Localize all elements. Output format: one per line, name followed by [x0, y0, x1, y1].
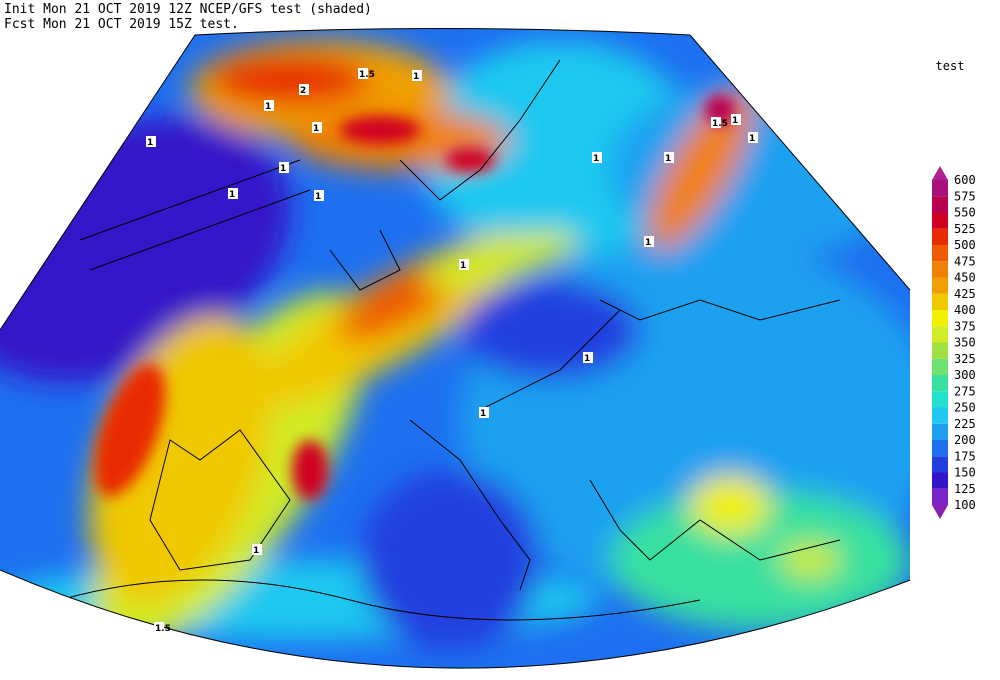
colorbar-label: 450 — [954, 271, 976, 285]
colorbar: 100 125 150 175 200 225 250 275 300 325 350 375 400 4… — [932, 166, 976, 519]
colorbar-swatch — [932, 375, 948, 392]
colorbar-swatch — [932, 391, 948, 408]
colorbar-label: 550 — [954, 206, 976, 220]
contour-label-bg — [592, 152, 602, 163]
colorbar-swatch — [932, 228, 948, 245]
contour-label: 1 — [315, 192, 321, 202]
contour-label-bg — [748, 132, 758, 143]
colorbar-label: 575 — [954, 189, 976, 203]
colorbar-label: 325 — [954, 352, 976, 366]
colorbar-swatch — [932, 488, 948, 505]
contour-label-bg — [299, 84, 309, 95]
colorbar-swatch — [932, 342, 948, 359]
contour-label-bg — [644, 236, 654, 247]
colorbar-swatch — [932, 472, 948, 489]
contour-label: 1 — [749, 134, 755, 144]
contour-label: 1 — [732, 116, 738, 126]
colorbar-over — [932, 166, 948, 180]
contour-label: 1 — [460, 261, 466, 271]
colorbar-swatch — [932, 180, 948, 197]
shaded-field — [0, 28, 910, 669]
colorbar-label: 400 — [954, 303, 976, 317]
colorbar-label: 125 — [954, 482, 976, 496]
contour-label: 1.5 — [155, 624, 171, 634]
contour-label-bg — [279, 162, 289, 173]
colorbar-label: 200 — [954, 433, 976, 447]
colorbar-swatch — [932, 196, 948, 213]
contour-label: 1 — [147, 138, 153, 148]
colorbar-swatch — [932, 440, 948, 457]
colorbar-swatch — [932, 456, 948, 473]
contour-label: 1 — [593, 154, 599, 164]
colorbar-label: 225 — [954, 417, 976, 431]
contour-label-bg — [583, 352, 593, 363]
contour-label-bg — [154, 622, 164, 633]
colorbar-label: 350 — [954, 336, 976, 350]
contour-label: 1 — [313, 124, 319, 134]
colorbar-under — [932, 505, 948, 519]
contour-label-bg — [146, 136, 156, 147]
contour-label: 1 — [665, 154, 671, 164]
colorbar-swatch — [932, 407, 948, 424]
colorbar-label: 475 — [954, 254, 976, 268]
contour-label: 1 — [480, 409, 486, 419]
contour-label-bg — [731, 114, 741, 125]
colorbar-label: 500 — [954, 238, 976, 252]
colorbar-swatch — [932, 293, 948, 310]
colorbar-swatch — [932, 358, 948, 375]
contour-label-bg — [479, 407, 489, 418]
colorbar-swatch — [932, 326, 948, 343]
colorbar-label: 600 — [954, 173, 976, 187]
colorbar-swatch — [932, 423, 948, 440]
colorbar-label: 175 — [954, 449, 976, 463]
contour-label-bg — [459, 259, 469, 270]
contour-label-bg — [314, 190, 324, 201]
contour-label-bg — [358, 68, 368, 79]
contour-label: 1 — [413, 72, 419, 82]
contour-labels: 2 1.5 1 1 1 1 1 1.5 1 1 1 1 1 1 1 1 1 1 1 1.5 — [146, 68, 758, 634]
contour-label-bg — [664, 152, 674, 163]
colorbar-label: 425 — [954, 287, 976, 301]
contour-label: 2 — [300, 86, 306, 96]
contour-label-bg — [412, 70, 422, 81]
contour-label: 1 — [584, 354, 590, 364]
contour-label: 1 — [280, 164, 286, 174]
header-line: Init Mon 21 OCT 2019 12Z NCEP/GFS test (… — [4, 2, 372, 17]
contour-label: 1 — [265, 102, 271, 112]
contour-label-bg — [711, 117, 721, 128]
contour-label: 1.5 — [712, 119, 728, 129]
contour-label-bg — [252, 544, 262, 555]
contour-label: 1.5 — [359, 70, 375, 80]
colorbar-label: 275 — [954, 384, 976, 398]
colorbar-title: test — [936, 59, 965, 73]
colorbar-label: 100 — [954, 498, 976, 512]
colorbar-swatch — [932, 261, 948, 278]
colorbar-swatch — [932, 310, 948, 327]
colorbar-label: 375 — [954, 319, 976, 333]
colorbar-label: 300 — [954, 368, 976, 382]
colorbar-label: 250 — [954, 401, 976, 415]
colorbar-swatch — [932, 212, 948, 229]
contour-label: 1 — [229, 190, 235, 200]
contour-label: 1 — [253, 546, 259, 556]
colorbar-swatch — [932, 277, 948, 294]
contour-label: 1 — [645, 238, 651, 248]
colorbar-label: 525 — [954, 222, 976, 236]
header-line: Fcst Mon 21 OCT 2019 15Z test. — [4, 17, 239, 32]
colorbar-swatch — [932, 245, 948, 262]
colorbar-label: 150 — [954, 466, 976, 480]
contour-label-bg — [312, 122, 322, 133]
contour-label-bg — [264, 100, 274, 111]
contour-label-bg — [228, 188, 238, 199]
